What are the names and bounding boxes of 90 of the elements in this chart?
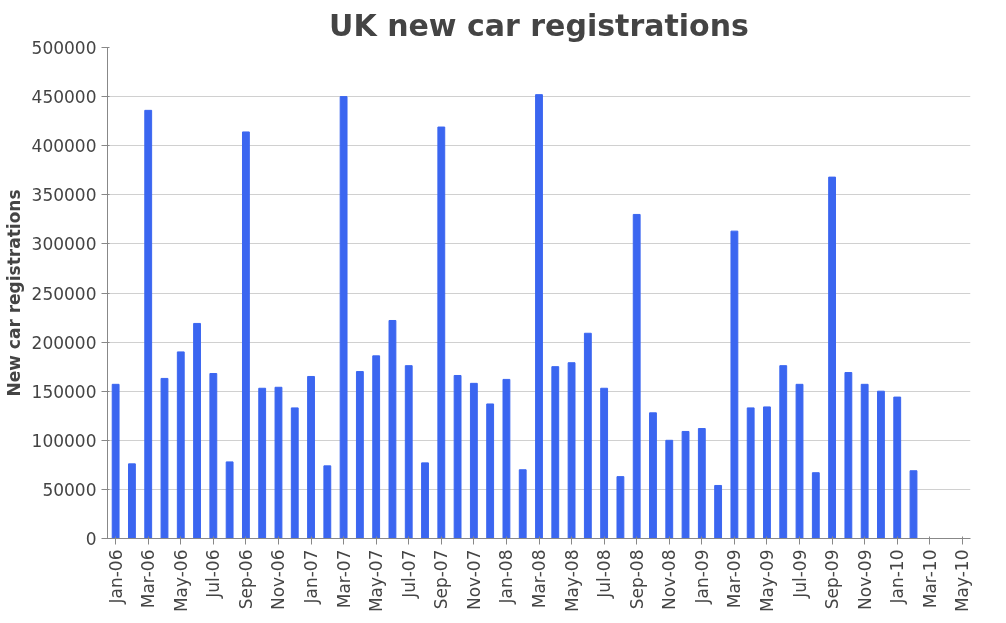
bar <box>795 383 804 539</box>
bar <box>469 382 478 539</box>
x-tick-label: Jan-08 <box>496 549 517 605</box>
bar <box>681 430 690 539</box>
x-tick-label: Mar-09 <box>724 549 745 609</box>
y-tick-label: 450000 <box>31 87 97 108</box>
bar <box>518 469 527 539</box>
chart-title: UK new car registrations <box>329 7 749 43</box>
y-tick-label: 400000 <box>31 136 97 157</box>
y-tick-label: 100000 <box>31 430 97 451</box>
bar <box>437 126 446 539</box>
x-tick-label: Nov-06 <box>268 549 289 610</box>
x-tick-label: Jul-08 <box>594 549 615 599</box>
x-tick-label: Nov-09 <box>854 549 875 610</box>
x-tick-label: Mar-06 <box>138 549 159 609</box>
x-tick-label: May-07 <box>366 549 387 613</box>
bar <box>241 131 250 539</box>
y-tick-label: 350000 <box>31 185 97 206</box>
x-tick-label: Sep-09 <box>822 549 843 610</box>
x-tick-label: Mar-08 <box>529 549 549 609</box>
x-tick-label: Jan-07 <box>301 549 322 605</box>
x-tick-label: Sep-08 <box>626 549 647 610</box>
y-tick-label: 300000 <box>31 234 97 255</box>
x-tick-label: Sep-06 <box>235 549 256 610</box>
x-tick-label: Nov-08 <box>659 549 680 610</box>
bar <box>730 230 739 539</box>
x-tick-label: Jan-09 <box>691 549 712 605</box>
x-tick-label: Sep-07 <box>431 549 452 610</box>
bar <box>355 371 364 539</box>
bar <box>144 109 153 539</box>
bar <box>290 407 299 539</box>
bar <box>388 320 397 539</box>
bar <box>323 465 332 539</box>
bar <box>193 322 201 539</box>
bar <box>811 472 820 539</box>
x-tick-label: Mar-07 <box>333 549 354 609</box>
bar <box>763 406 771 539</box>
bar <box>600 387 609 539</box>
x-tick-label: Jul-06 <box>203 549 224 599</box>
bar <box>714 484 723 539</box>
bar <box>583 332 592 539</box>
y-axis-title: New car registrations <box>3 189 24 397</box>
y-tick-label: 0 <box>85 529 97 549</box>
bar <box>828 176 837 539</box>
bar <box>909 470 918 539</box>
bar <box>551 366 560 539</box>
x-tick-label: Nov-07 <box>463 549 484 610</box>
bar <box>779 365 788 539</box>
bar <box>616 476 625 539</box>
y-tick-label: 500000 <box>31 38 97 58</box>
bar <box>339 96 348 539</box>
y-tick-label: 150000 <box>31 381 97 402</box>
x-tick-label: Mar-10 <box>919 549 940 609</box>
bar <box>893 396 902 539</box>
x-tick-label: May-06 <box>170 549 191 613</box>
bar <box>535 94 543 539</box>
bar <box>421 462 429 539</box>
bar <box>209 373 218 539</box>
bar <box>372 355 381 539</box>
bar <box>877 390 885 539</box>
x-tick-label: May-08 <box>561 549 582 613</box>
bar <box>665 439 674 539</box>
x-tick-label: May-10 <box>952 549 973 613</box>
bar <box>404 365 413 539</box>
x-tick-label: Jul-07 <box>398 549 419 599</box>
bar <box>307 375 315 539</box>
bar <box>486 403 495 539</box>
x-tick-label: Jul-09 <box>789 549 810 599</box>
bar <box>502 378 511 539</box>
bar <box>225 461 234 539</box>
bar <box>160 377 169 539</box>
y-tick-label: 50000 <box>42 479 97 500</box>
bar <box>453 374 462 539</box>
y-tick-label: 200000 <box>31 332 97 353</box>
x-tick-label: Jan-06 <box>105 549 126 605</box>
bar <box>274 386 283 539</box>
x-tick-label: May-09 <box>756 549 777 613</box>
bar <box>567 362 576 539</box>
bar <box>128 463 136 539</box>
y-tick-label: 250000 <box>31 283 97 304</box>
bar <box>860 383 869 539</box>
bar <box>697 428 706 539</box>
bar <box>111 383 120 539</box>
bar <box>258 387 267 539</box>
bar <box>176 351 185 539</box>
bar <box>649 412 657 539</box>
x-tick-label: Jan-10 <box>887 549 908 605</box>
bar <box>632 213 641 539</box>
bar <box>844 372 853 539</box>
bar <box>746 407 755 539</box>
